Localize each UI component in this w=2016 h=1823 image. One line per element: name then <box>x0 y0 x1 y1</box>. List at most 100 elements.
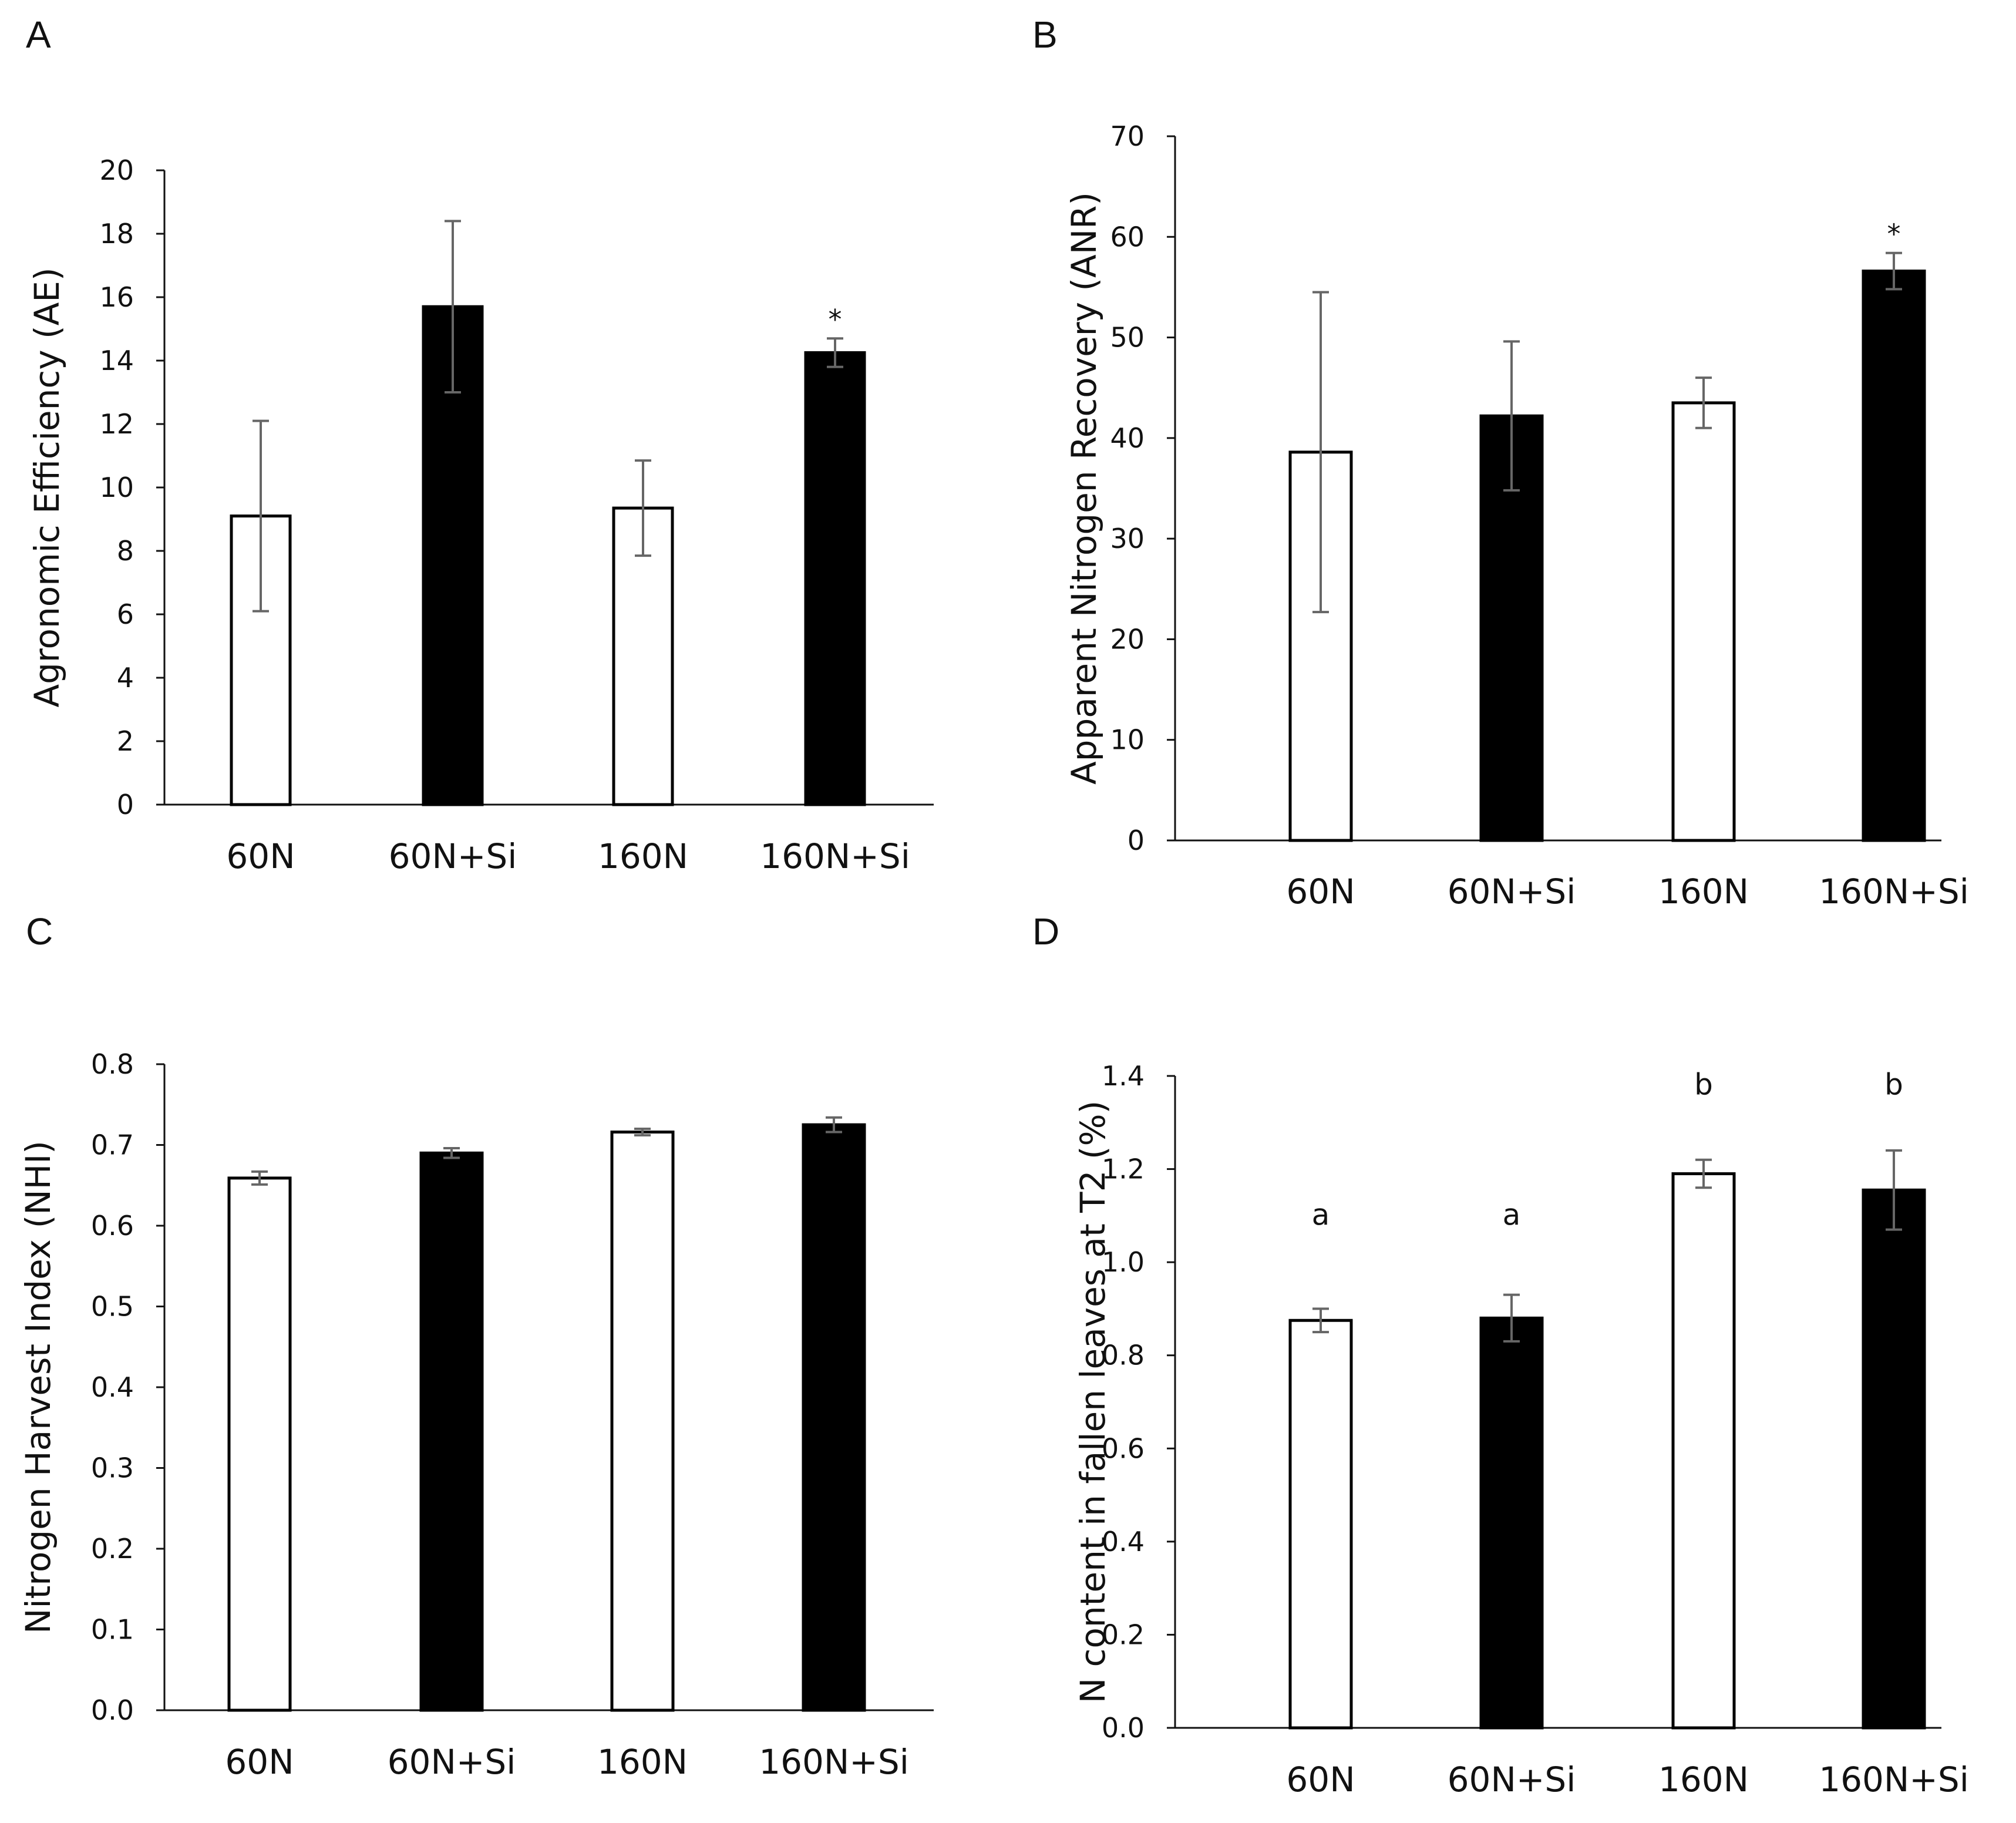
error-bar <box>1312 291 1329 614</box>
bar <box>1671 401 1736 842</box>
y-tick-label: 20 <box>99 154 134 186</box>
bar-chart: 0 10 20 30 40 50 60 70 Apparent Nitrogen Recover… <box>1064 120 1969 912</box>
y-tick-label: 8 <box>117 535 134 567</box>
significance-label: * <box>829 304 842 335</box>
bar <box>230 514 292 806</box>
significance-label: b <box>1694 1068 1713 1102</box>
significance-label: a <box>1312 1198 1330 1232</box>
y-tick-label: 4 <box>117 662 134 694</box>
y-tick-label: 14 <box>99 345 134 376</box>
category-label: 160N+Si <box>760 836 910 876</box>
y-tick-label: 0.7 <box>91 1129 134 1161</box>
y-tick-label: 10 <box>99 472 134 503</box>
error-bar <box>445 220 461 393</box>
y-tick-label: 2 <box>117 725 134 757</box>
error-bar <box>827 337 843 368</box>
significance-label: * <box>1887 218 1901 250</box>
category-label: 160N <box>1658 1760 1749 1800</box>
error-bar <box>1886 1149 1902 1231</box>
y-tick-label: 50 <box>1110 322 1145 354</box>
y-axis-title: Agronomic Efficiency (AE) <box>27 267 67 707</box>
y-tick-label: 0.5 <box>91 1291 134 1323</box>
error-bar <box>251 1170 268 1186</box>
category-label: 160N <box>1658 872 1749 910</box>
y-tick-label: 0.0 <box>91 1694 134 1726</box>
y-tick-label: 0 <box>1128 825 1145 856</box>
y-tick-label: 6 <box>117 598 134 630</box>
y-tick-label: 0.1 <box>91 1614 134 1646</box>
y-axis-title: Apparent Nitrogen Recovery (ANR) <box>1064 192 1104 785</box>
y-tick-label: 1.0 <box>1102 1246 1145 1278</box>
category-label: 160N <box>597 1742 688 1782</box>
bar-chart: 0.0 0.2 0.4 0.6 0.8 1.0 1.2 1.4 N content in fal… <box>1073 1060 1969 1800</box>
bar <box>1862 270 1926 842</box>
error-bar <box>1503 1293 1520 1343</box>
bar <box>419 1151 484 1712</box>
bar <box>610 1131 675 1712</box>
y-tick-label: 10 <box>1110 724 1145 756</box>
error-bar <box>1886 251 1902 291</box>
y-tick-label: 18 <box>99 218 134 250</box>
chart-panel-a: A 0 2 4 6 8 10 12 14 16 18 20 Agronomic Efficiency … <box>0 0 1008 910</box>
chart-panel-c: C 0.0 0.1 0.2 0.3 0.4 0.5 0.6 0.7 0.8 Nitrogen Ha… <box>0 910 1008 1820</box>
y-tick-label: 70 <box>1110 120 1145 152</box>
y-tick-label: 0.4 <box>1102 1526 1145 1558</box>
chart-panel-d: D 0.0 0.2 0.4 0.6 0.8 1.0 1.2 1.4 N content in f… <box>1008 910 2016 1820</box>
category-label: 60N <box>1286 1760 1355 1800</box>
chart-panel-b: B 0 10 20 30 40 50 60 70 Apparent Nitrogen Recov… <box>1008 0 2016 912</box>
bar <box>612 506 674 806</box>
error-bar <box>1312 1307 1329 1334</box>
y-tick-label: 0.0 <box>1102 1712 1145 1744</box>
error-bar <box>1695 376 1712 429</box>
category-label: 160N+Si <box>759 1742 909 1782</box>
error-bar <box>253 419 269 613</box>
category-label: 160N <box>598 836 688 876</box>
bar-chart: 0.0 0.1 0.2 0.3 0.4 0.5 0.6 0.7 0.8 Nitrogen Harv… <box>18 1048 934 1782</box>
significance-label: b <box>1884 1068 1903 1102</box>
bar <box>1288 1319 1353 1730</box>
error-bar <box>1695 1158 1712 1189</box>
y-tick-label: 20 <box>1110 623 1145 655</box>
category-label: 60N+Si <box>1448 872 1576 910</box>
y-tick-label: 1.2 <box>1102 1153 1145 1185</box>
y-tick-label: 16 <box>99 281 134 313</box>
y-tick-label: 0.6 <box>1102 1432 1145 1464</box>
category-label: 60N <box>225 1742 294 1782</box>
panel-letter: D <box>1032 910 1060 953</box>
bar <box>802 1123 866 1712</box>
bar <box>1671 1172 1736 1730</box>
error-bar <box>634 1128 651 1136</box>
y-tick-label: 0.4 <box>91 1371 134 1403</box>
y-tick-label: 0.8 <box>91 1048 134 1080</box>
y-tick-label: 0.3 <box>91 1452 134 1484</box>
bar <box>227 1176 292 1712</box>
bar <box>804 351 866 806</box>
y-tick-label: 0.2 <box>91 1533 134 1565</box>
category-label: 60N+Si <box>389 836 517 876</box>
category-label: 60N+Si <box>388 1742 516 1782</box>
category-label: 60N <box>1286 872 1355 910</box>
error-bar <box>443 1147 460 1159</box>
y-tick-label: 1.4 <box>1102 1060 1145 1092</box>
category-label: 60N <box>226 836 295 876</box>
category-label: 60N+Si <box>1448 1760 1576 1800</box>
category-label: 160N+Si <box>1819 1760 1969 1800</box>
bar-chart: 0 2 4 6 8 10 12 14 16 18 20 Agronomic Efficiency (A… <box>27 154 934 876</box>
y-tick-label: 30 <box>1110 523 1145 554</box>
error-bar <box>1503 340 1520 492</box>
panel-letter: A <box>26 14 51 56</box>
y-tick-label: 60 <box>1110 221 1145 253</box>
bar <box>1479 1316 1544 1730</box>
y-tick-label: 0 <box>117 789 134 820</box>
error-bar <box>635 459 651 557</box>
panel-letter: C <box>26 910 53 953</box>
significance-label: a <box>1503 1198 1521 1232</box>
y-tick-label: 12 <box>99 408 134 440</box>
y-tick-label: 40 <box>1110 422 1145 454</box>
y-axis-title: N content in fallen leaves at T2 (%) <box>1073 1101 1113 1704</box>
category-label: 160N+Si <box>1819 872 1969 910</box>
y-tick-label: 0.2 <box>1102 1619 1145 1650</box>
bar <box>1862 1188 1926 1730</box>
error-bar <box>826 1116 842 1134</box>
y-tick-label: 0.6 <box>91 1210 134 1242</box>
